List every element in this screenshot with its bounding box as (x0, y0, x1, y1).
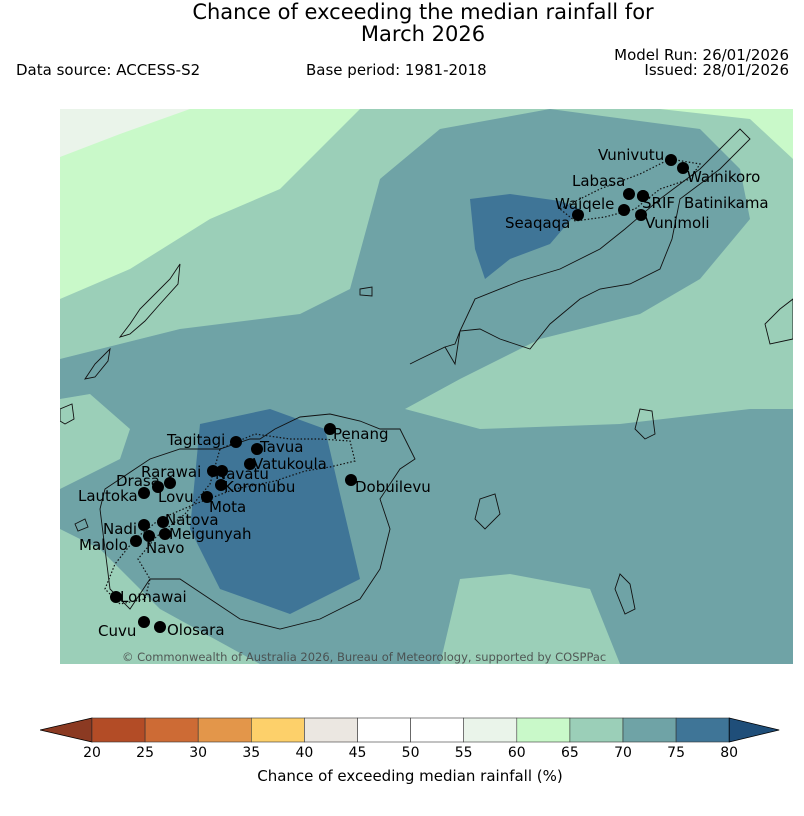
colorbar-segment (91, 717, 146, 743)
colorbar-segment (357, 717, 411, 743)
colorbar-segment (304, 717, 358, 743)
location-label: Lomawai (120, 588, 187, 606)
map-title-line2: March 2026 (360, 22, 486, 46)
colorbar-segment (251, 717, 305, 743)
colorbar-tick-label: 35 (242, 745, 261, 761)
location-marker (251, 443, 263, 455)
location-marker (154, 621, 166, 633)
location-label: Waiqele (555, 195, 615, 213)
location-marker (618, 204, 630, 216)
colorbar-tick-label: 55 (454, 745, 473, 761)
colorbar-tick-label: 20 (83, 745, 101, 761)
location-marker (201, 491, 213, 503)
map-title-line1: Chance of exceeding the median rainfall … (192, 0, 654, 24)
location-label: Malolo (79, 536, 128, 554)
colorbar-segment (569, 717, 624, 743)
colorbar-tick-label: 30 (189, 745, 208, 761)
location-label: Penang (333, 425, 389, 443)
colorbar-tick-label: 50 (401, 745, 420, 761)
location-label: SRIF (642, 194, 675, 212)
location-label: Navo (146, 539, 185, 557)
location-label: Vunivutu (598, 146, 665, 164)
location-label: Lautoka (78, 487, 138, 505)
colorbar-segment (463, 717, 518, 743)
location-label: Labasa (572, 172, 626, 190)
colorbar-tick-label: 25 (136, 745, 155, 761)
colorbar (39, 717, 782, 747)
colorbar-svg (39, 717, 780, 743)
location-marker (110, 591, 122, 603)
colorbar-segment (144, 717, 199, 743)
location-marker (230, 436, 242, 448)
location-label: Vatukoula (253, 455, 327, 473)
location-label: Olosara (167, 621, 225, 639)
location-label: Meigunyah (169, 525, 252, 543)
data-source-label: Data source: ACCESS-S2 (16, 61, 201, 79)
colorbar-tick-label: 40 (295, 745, 314, 761)
location-label: Mota (209, 498, 247, 516)
location-label: Natova (165, 511, 219, 529)
colorbar-segment (675, 717, 730, 743)
location-marker (244, 458, 256, 470)
location-marker (216, 465, 228, 477)
location-label: Drasa (116, 472, 160, 490)
location-marker (138, 616, 150, 628)
location-marker (215, 479, 227, 491)
colorbar-segment (516, 717, 571, 743)
location-label: Nadi (103, 520, 138, 538)
colorbar-tick-label: 65 (560, 745, 579, 761)
location-marker (665, 154, 677, 166)
contour-75-80-north (470, 194, 580, 279)
colorbar-tick-label: 45 (348, 745, 367, 761)
location-label: Tavua (260, 438, 304, 456)
issued-label: Issued: 28/01/2026 (644, 61, 789, 79)
location-label: Rarawai (141, 463, 202, 481)
colorbar-tick-label: 60 (507, 745, 526, 761)
location-marker (159, 528, 171, 540)
location-label: Batinikama (684, 194, 769, 212)
location-marker (677, 162, 689, 174)
location-marker (152, 481, 164, 493)
location-label: Navatu (215, 465, 269, 483)
location-label: Seaqaqa (505, 214, 571, 232)
location-marker (138, 487, 150, 499)
location-label: Vunimoli (645, 214, 710, 232)
colorbar-over-triangle (728, 717, 780, 743)
location-marker (623, 188, 635, 200)
location-label: Tagitagi (167, 431, 226, 449)
location-label: Cuvu (98, 622, 137, 640)
location-marker (345, 474, 357, 486)
colorbar-segment (410, 717, 465, 743)
location-marker (138, 519, 150, 531)
contour-55-60 (60, 109, 190, 157)
colorbar-tick-label: 70 (614, 745, 632, 761)
location-marker (130, 535, 142, 547)
location-marker (164, 477, 176, 489)
contour-60-65-north (60, 109, 793, 299)
colorbar-segment (622, 717, 677, 743)
location-label: Lovu (158, 488, 194, 506)
location-marker (637, 190, 649, 202)
location-label: Dobuilevu (355, 478, 431, 496)
location-label: Wainikoro (687, 168, 761, 186)
colorbar-under-triangle (39, 717, 93, 743)
location-marker (635, 209, 647, 221)
colorbar-tick-label: 80 (720, 745, 739, 761)
model-run-label: Model Run: 26/01/2026 (614, 46, 789, 64)
map-canvas (60, 109, 793, 664)
location-marker (143, 530, 155, 542)
colorbar-segment (197, 717, 252, 743)
location-marker (157, 516, 169, 528)
location-label: Koronubu (224, 478, 296, 496)
location-marker (572, 209, 584, 221)
contour-75-80-south (190, 409, 360, 614)
coastlines (60, 128, 793, 630)
colorbar-label: Chance of exceeding median rainfall (%) (257, 767, 563, 785)
copyright-notice: © Commonwealth of Australia 2026, Bureau… (122, 650, 607, 664)
base-period-label: Base period: 1981-2018 (306, 61, 487, 79)
colorbar-tick-label: 75 (667, 745, 686, 761)
rainfall-map (60, 109, 793, 664)
location-marker (324, 423, 336, 435)
